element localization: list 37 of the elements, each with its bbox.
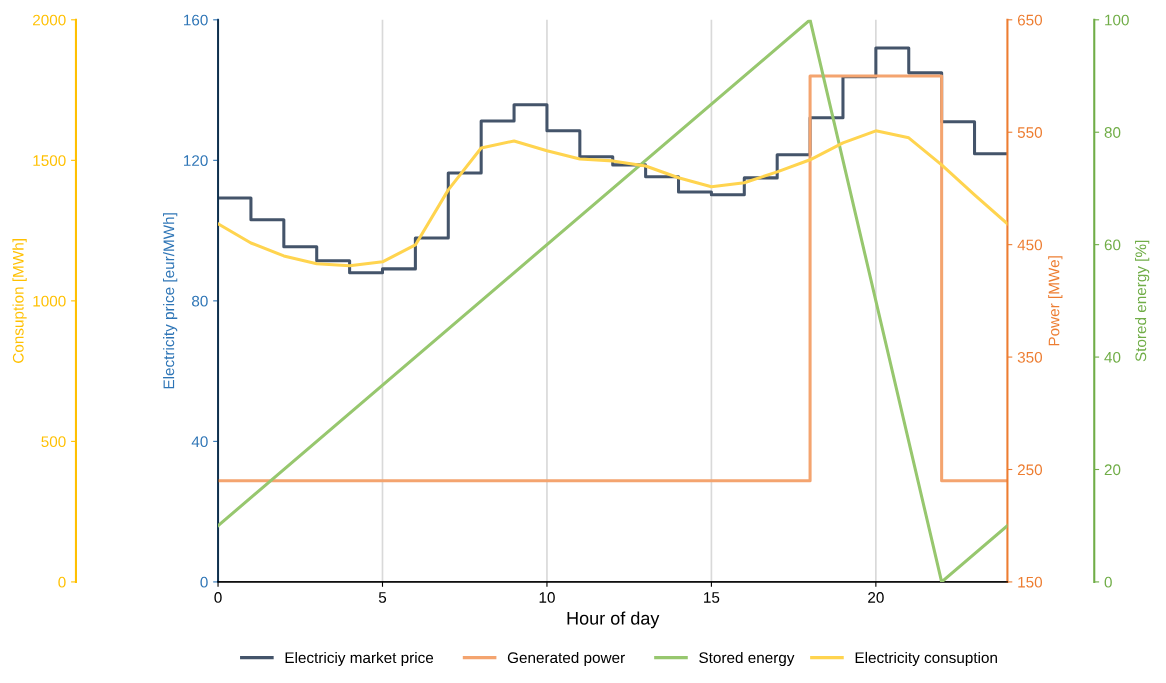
x-axis-title: Hour of day (567, 611, 660, 629)
y2-axis-title: Power [MWe] (1048, 256, 1063, 346)
y3-tick-label: 80 (1104, 127, 1121, 138)
y2-tick-label: 250 (1017, 464, 1043, 476)
x-tick-label: 10 (539, 592, 555, 603)
y-tick-label: 1500 (33, 155, 66, 167)
y2-tick-label: 150 (1018, 576, 1043, 588)
y3-tick-label: 100 (1105, 14, 1129, 26)
y3-tick-label: 20 (1104, 464, 1121, 476)
y-tick-label: 0 (200, 576, 208, 588)
y-tick-label: 120 (184, 155, 208, 167)
x-tick-label: 20 (868, 592, 884, 603)
y-tick-label: 1000 (33, 295, 66, 307)
y-tick-label: 500 (41, 436, 66, 448)
legend-label: Stored energy (699, 651, 795, 667)
y-axis-title: Consuption [MWh] (12, 239, 27, 363)
y3-tick-label: 40 (1104, 351, 1121, 363)
y3-tick-label: 60 (1104, 239, 1121, 251)
y2-tick-label: 550 (1017, 127, 1043, 138)
legend-label: Generated power (507, 651, 625, 667)
y-tick-label: 160 (184, 14, 208, 26)
x-tick-label: 15 (704, 592, 720, 603)
y3-tick-label: 0 (1104, 576, 1112, 588)
y-tick-label: 2000 (33, 14, 66, 26)
y-axis-title: Electricity price [eur/MWh] (163, 213, 178, 389)
y2-tick-label: 650 (1017, 14, 1043, 26)
y-tick-label: 80 (191, 295, 208, 307)
y2-tick-label: 450 (1017, 239, 1043, 251)
x-tick-label: 0 (214, 592, 222, 603)
y-tick-label: 40 (191, 436, 208, 448)
legend-label: Electricity consuption (855, 651, 997, 667)
x-tick-label: 5 (378, 592, 387, 603)
line-series (218, 129, 1008, 268)
y2-tick-label: 350 (1017, 351, 1043, 363)
y-tick-label: 0 (58, 576, 66, 588)
legend-label: Electriciy market price (285, 651, 434, 667)
y3-axis-title: Stored energy [%] (1135, 240, 1150, 362)
